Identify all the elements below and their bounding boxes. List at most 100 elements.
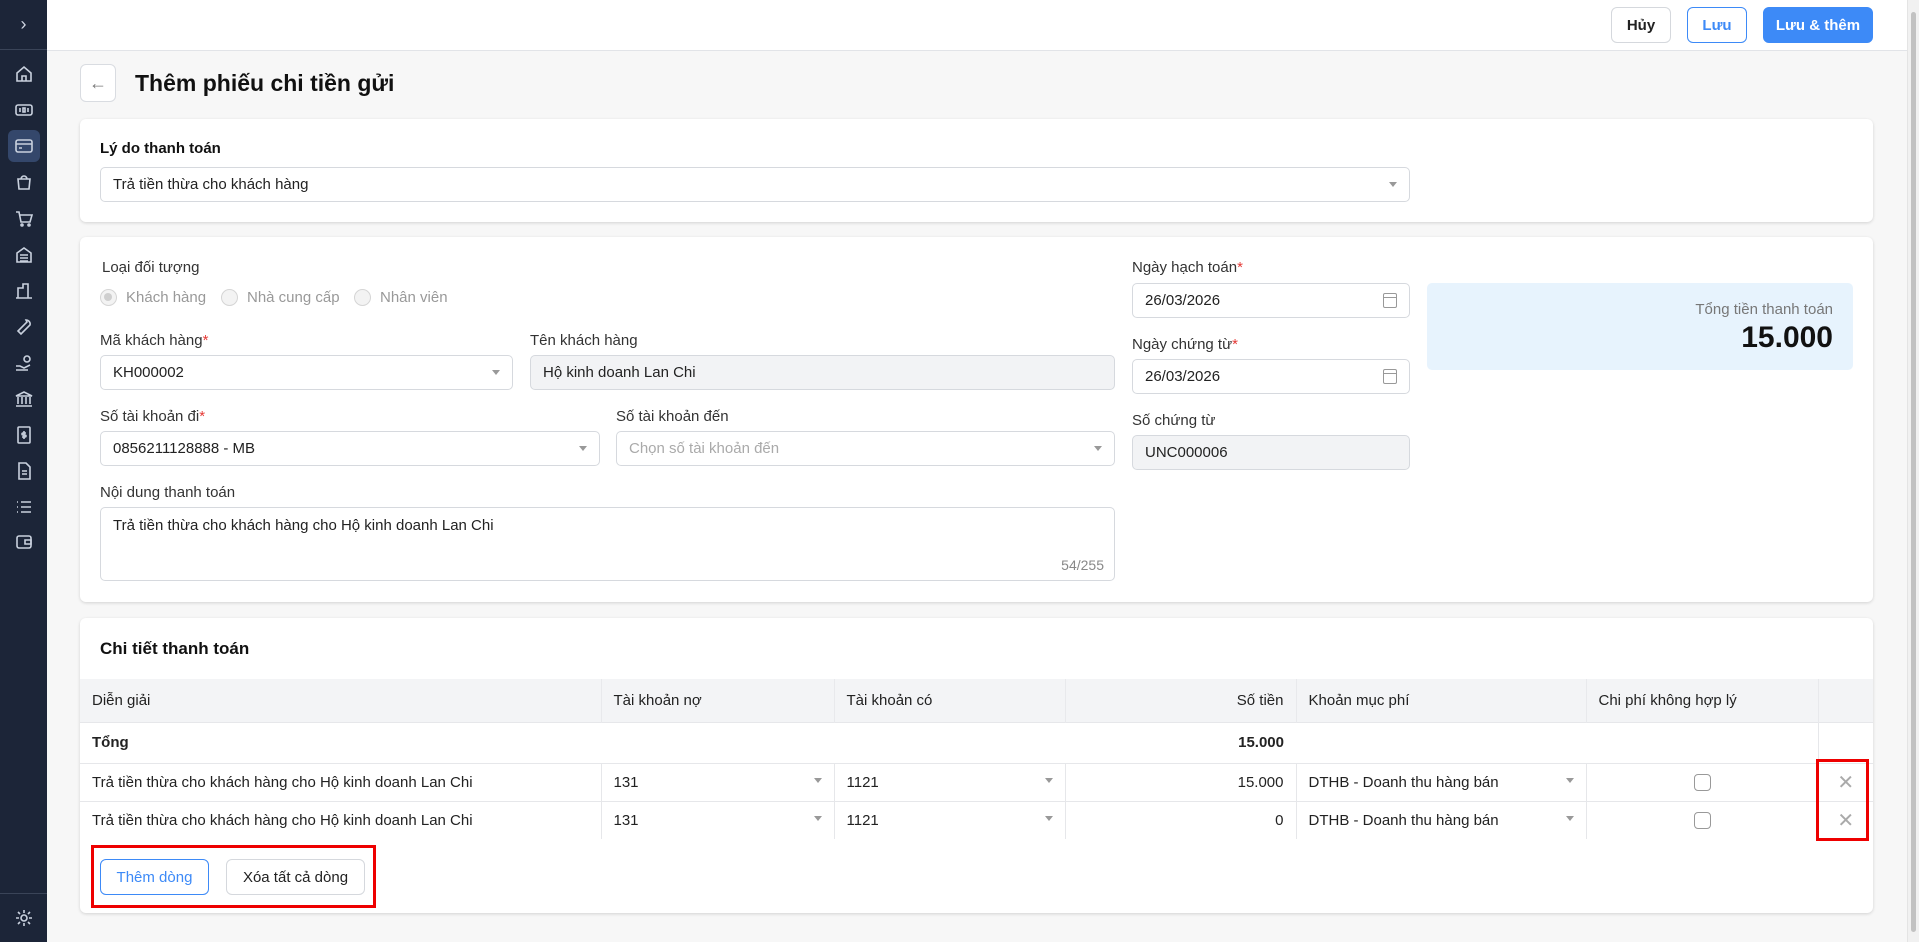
calendar-icon[interactable]	[1383, 369, 1397, 384]
customer-name-label: Tên khách hàng	[530, 332, 638, 349]
voucher-date-value: 26/03/2026	[1145, 368, 1221, 385]
add-row-button[interactable]: Thêm dòng	[100, 859, 209, 895]
total-row-label: Tổng	[80, 721, 601, 763]
voucher-date-input[interactable]: 26/03/2026	[1132, 359, 1410, 394]
document-icon[interactable]	[8, 455, 40, 487]
home-icon[interactable]	[8, 58, 40, 90]
caret-down-icon	[813, 777, 822, 783]
scrollbar-thumb[interactable]	[1911, 12, 1916, 932]
to-account-label: Số tài khoản đến	[616, 408, 729, 425]
calendar-icon[interactable]	[1383, 293, 1397, 308]
save-button[interactable]: Lưu	[1687, 7, 1747, 43]
content-label: Nội dung thanh toán	[100, 484, 236, 501]
delete-row-icon[interactable]: ✕	[1818, 800, 1873, 839]
credit-card-icon[interactable]	[8, 130, 40, 162]
empty-cell	[1818, 721, 1873, 763]
list-icon[interactable]	[8, 491, 40, 523]
radio-employee[interactable]: Nhân viên	[354, 289, 448, 306]
fee-select[interactable]: DTHB - Doanh thu hàng bán	[1296, 800, 1587, 839]
wallet-icon[interactable]	[8, 526, 40, 558]
content-value: Trả tiền thừa cho khách hàng cho Hộ kinh…	[113, 517, 494, 534]
description-cell[interactable]: Trả tiền thừa cho khách hàng cho Hộ kinh…	[80, 800, 602, 839]
content-textarea[interactable]: Trả tiền thừa cho khách hàng cho Hộ kinh…	[100, 507, 1115, 581]
table-header: Diễn giải Tài khoản nợ Tài khoản có Số t…	[80, 679, 1873, 722]
hand-coin-icon[interactable]	[8, 347, 40, 379]
tool-icon[interactable]	[8, 311, 40, 343]
details-table: Diễn giải Tài khoản nợ Tài khoản có Số t…	[80, 679, 1873, 839]
delete-row-icon[interactable]: ✕	[1818, 762, 1873, 801]
total-value: 15.000	[1741, 321, 1833, 354]
debit-select[interactable]: 131	[601, 800, 835, 839]
char-counter: 54/255	[1061, 557, 1104, 573]
from-account-select[interactable]: 0856211128888 - MB	[100, 431, 600, 466]
unreasonable-checkbox[interactable]	[1693, 811, 1711, 829]
table-row: Trả tiền thừa cho khách hàng cho Hộ kinh…	[80, 762, 1873, 801]
scrollbar[interactable]	[1907, 0, 1919, 942]
radio-label: Khách hàng	[126, 289, 207, 306]
caret-down-icon	[1565, 815, 1574, 821]
ticket-icon[interactable]	[8, 94, 40, 126]
caret-down-icon	[492, 370, 500, 375]
sidebar-toggle[interactable]: ›	[0, 0, 47, 50]
page-title: Thêm phiếu chi tiền gửi	[135, 70, 395, 96]
arrow-left-icon: ←	[89, 72, 107, 93]
empty-cell	[834, 721, 1065, 763]
chevron-right-icon: ›	[20, 14, 27, 34]
reason-select[interactable]: Trả tiền thừa cho khách hàng	[100, 167, 1410, 202]
building-icon[interactable]	[8, 275, 40, 307]
delete-all-rows-button[interactable]: Xóa tất cả dòng	[226, 859, 365, 895]
caret-down-icon	[1044, 777, 1053, 783]
empty-cell	[1296, 721, 1586, 763]
fee-value: DTHB - Doanh thu hàng bán	[1308, 811, 1499, 829]
fee-value: DTHB - Doanh thu hàng bán	[1308, 773, 1499, 791]
radio-supplier[interactable]: Nhà cung cấp	[221, 289, 340, 306]
col-credit: Tài khoản có	[834, 679, 1066, 722]
customer-code-select[interactable]: KH000002	[100, 355, 513, 390]
bank-icon[interactable]	[8, 383, 40, 415]
total-box: Tổng tiền thanh toán 15.000	[1427, 283, 1853, 370]
debit-select[interactable]: 131	[601, 762, 835, 801]
details-title: Chi tiết thanh toán	[100, 639, 250, 658]
caret-down-icon	[813, 815, 822, 821]
highlight-box-delete	[1816, 759, 1869, 841]
caret-down-icon	[1389, 182, 1397, 187]
unreasonable-cell	[1586, 762, 1819, 801]
caret-down-icon	[1565, 777, 1574, 783]
radio-customer[interactable]: Khách hàng	[100, 289, 206, 306]
sidebar: ›	[0, 0, 47, 942]
back-button[interactable]: ←	[80, 64, 116, 102]
posting-date-input[interactable]: 26/03/2026	[1132, 283, 1410, 318]
reason-label: Lý do thanh toán	[100, 140, 221, 157]
to-account-select[interactable]: Chọn số tài khoản đến	[616, 431, 1115, 466]
shopping-bag-icon[interactable]	[8, 166, 40, 198]
table-row: Trả tiền thừa cho khách hàng cho Hộ kinh…	[80, 800, 1873, 839]
radio-label: Nhà cung cấp	[247, 289, 340, 306]
object-type-label: Loại đối tượng	[102, 259, 200, 276]
highlight-box-buttons	[91, 845, 376, 908]
voucher-no-label: Số chứng từ	[1132, 412, 1216, 429]
credit-select[interactable]: 1121	[834, 800, 1066, 839]
amount-input[interactable]: 0	[1065, 800, 1297, 839]
unreasonable-cell	[1586, 800, 1819, 839]
radio-icon	[100, 289, 117, 306]
empty-cell	[1586, 721, 1819, 763]
gear-icon[interactable]	[8, 902, 40, 934]
debit-value: 131	[613, 773, 639, 791]
total-row: Tổng 15.000	[80, 721, 1873, 763]
description-cell[interactable]: Trả tiền thừa cho khách hàng cho Hộ kinh…	[80, 762, 602, 801]
reason-value: Trả tiền thừa cho khách hàng	[113, 176, 309, 193]
warehouse-icon[interactable]	[8, 239, 40, 271]
credit-select[interactable]: 1121	[834, 762, 1066, 801]
sidebar-divider	[0, 893, 47, 894]
cart-icon[interactable]	[8, 203, 40, 235]
save-and-add-button[interactable]: Lưu & thêm	[1763, 7, 1873, 43]
receipt-dollar-icon[interactable]	[8, 419, 40, 451]
amount-input[interactable]: 15.000	[1065, 762, 1297, 801]
fee-select[interactable]: DTHB - Doanh thu hàng bán	[1296, 762, 1587, 801]
cancel-button[interactable]: Hủy	[1611, 7, 1671, 43]
unreasonable-checkbox[interactable]	[1693, 773, 1711, 791]
col-debit: Tài khoản nợ	[601, 679, 835, 722]
caret-down-icon	[1044, 815, 1053, 821]
credit-value: 1121	[846, 811, 879, 829]
customer-code-value: KH000002	[113, 364, 184, 381]
